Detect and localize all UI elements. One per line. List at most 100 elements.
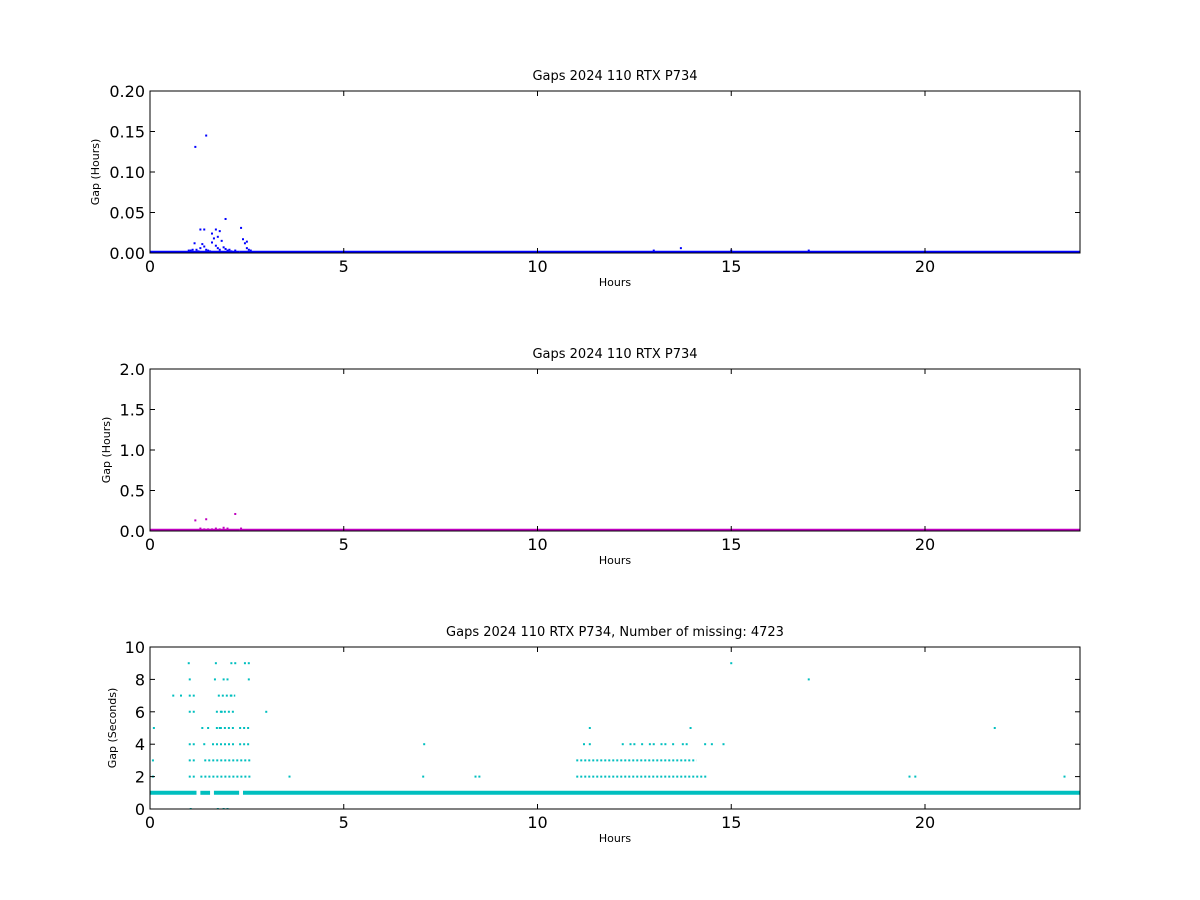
panel-3: Gaps 2024 110 RTX P734, Number of missin…: [106, 625, 1081, 845]
panel-3-point: [214, 662, 217, 665]
panel-3-point: [722, 743, 725, 746]
panel-2-point: [218, 528, 221, 531]
panel-1-xtick-label: 20: [915, 257, 935, 276]
panel-3-point: [730, 662, 733, 665]
panel-2-ylabel: Gap (Hours): [100, 417, 113, 484]
panel-3-point: [201, 727, 204, 729]
panel-3-ytick-label: 10: [125, 638, 145, 657]
panel-2-point: [203, 528, 206, 531]
panel-3-point: [672, 743, 675, 746]
panel-3-ytick-label: 6: [135, 703, 145, 722]
panel-1-point: [218, 230, 221, 233]
panel-1-ylabel: Gap (Hours): [89, 139, 102, 206]
panel-1-point: [218, 248, 221, 251]
panel-1-point: [222, 246, 225, 249]
panel-3-point: [588, 727, 591, 729]
panel-2-xtick-label: 15: [721, 535, 741, 554]
panel-1-point: [201, 243, 204, 246]
panel-3-point: [220, 710, 223, 713]
panel-1-title: Gaps 2024 110 RTX P734: [532, 69, 697, 84]
panel-1-point: [214, 228, 217, 231]
panel-3-point: [629, 743, 632, 746]
panel-1-point: [203, 245, 206, 248]
panel-1-ytick-label: 0.05: [109, 204, 145, 223]
panel-2: Gaps 2024 110 RTX P734 Hours Gap (Hours)…: [100, 347, 1081, 567]
panel-3-axes-frame: [149, 646, 1081, 810]
panel-3-point: [633, 743, 636, 746]
panel-3-point: [681, 743, 684, 746]
panel-1: Gaps 2024 110 RTX P734 Hours Gap (Hours)…: [89, 69, 1081, 289]
panel-1-xtick-label: 10: [527, 257, 547, 276]
panel-1-point: [230, 250, 233, 253]
panel-2-ytick-label: 1.5: [120, 401, 145, 420]
panel-2-ytick-label: 2.0: [120, 360, 145, 379]
panel-2-xtick-label: 5: [339, 535, 349, 554]
panel-1-point: [207, 249, 210, 252]
panel-3-point: [641, 743, 644, 746]
panel-3-point: [664, 743, 667, 746]
panel-1-point: [240, 226, 243, 229]
panel-3-point: [172, 694, 175, 697]
panel-3-xlabel: Hours: [599, 832, 631, 845]
panel-3-point: [152, 727, 155, 729]
panel-1-point: [245, 240, 248, 243]
panel-1-point: [211, 241, 213, 244]
panel-3-point: [247, 662, 250, 665]
panel-3-ytick-label: 4: [135, 735, 145, 754]
panel-3-point: [1063, 775, 1066, 778]
panel-3-ytick-label: 0: [135, 800, 145, 819]
panel-3-point: [288, 775, 291, 778]
panel-1-point: [224, 247, 227, 250]
panel-3-point: [583, 743, 585, 746]
panel-2-xtick-label: 0: [145, 535, 155, 554]
panel-1-point: [189, 249, 192, 252]
panel-3-point: [218, 727, 221, 729]
panel-3-xtick-label: 15: [721, 813, 741, 832]
panel-1-ytick-label: 0.20: [109, 82, 145, 101]
panel-2-point: [222, 526, 225, 529]
panel-2-point: [207, 528, 210, 531]
panel-1-point: [211, 232, 213, 235]
panel-3-title: Gaps 2024 110 RTX P734, Number of missin…: [446, 625, 784, 640]
panel-1-point: [242, 238, 244, 241]
panel-1-point: [193, 242, 196, 245]
panel-1-point: [199, 247, 202, 250]
panel-1-point: [209, 250, 212, 253]
panel-1-xtick-label: 5: [339, 257, 349, 276]
panel-1-point: [199, 228, 202, 231]
panel-3-point: [908, 775, 911, 778]
panel-1-ytick-label: 0.00: [109, 244, 145, 263]
panel-3-ylabel: Gap (Seconds): [106, 688, 119, 769]
panel-3-xtick-label: 0: [145, 813, 155, 832]
panel-1-point: [234, 249, 237, 252]
panel-3-point: [247, 678, 250, 681]
panel-2-xtick-label: 20: [915, 535, 935, 554]
panel-3-point: [648, 743, 651, 746]
panel-3-point: [652, 743, 655, 746]
panel-1-point: [228, 248, 231, 251]
panel-3-xtick-label: 10: [527, 813, 547, 832]
panel-1-ytick-label: 0.15: [109, 123, 145, 142]
panel-3-point: [588, 743, 591, 746]
panel-1-xlabel: Hours: [599, 276, 631, 289]
panel-2-point: [211, 528, 213, 531]
panel-1-point: [247, 248, 250, 251]
panel-3-point: [230, 694, 233, 697]
panel-3-point: [203, 743, 206, 746]
panel-1-point: [212, 237, 215, 240]
panel-3-point: [265, 710, 268, 713]
panel-1-point: [203, 228, 206, 231]
panel-1-point: [245, 247, 248, 250]
panel-3-point: [180, 694, 182, 697]
panel-1-ytick-label: 0.10: [109, 163, 145, 182]
panel-3-point: [222, 678, 225, 681]
panel-3-point: [807, 678, 810, 681]
panel-3-point: [230, 662, 233, 665]
panel-3-point: [226, 678, 229, 681]
panel-1-point: [205, 248, 208, 251]
panel-1-point: [224, 217, 227, 220]
panel-2-point: [234, 512, 237, 515]
panel-3-ytick-label: 2: [135, 768, 145, 787]
panel-1-xtick-label: 0: [145, 257, 155, 276]
panel-1-point: [652, 249, 655, 252]
